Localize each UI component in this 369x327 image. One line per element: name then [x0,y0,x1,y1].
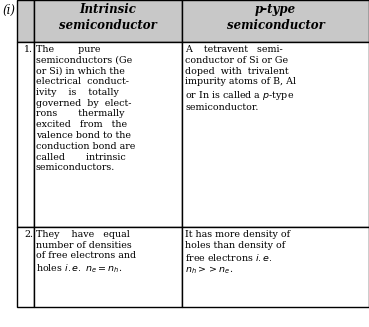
Bar [182,227,369,307]
Text: Intrinsic
semiconductor: Intrinsic semiconductor [59,3,157,32]
Bar [34,42,182,227]
Bar [17,0,34,42]
Bar [182,42,369,227]
Text: 1.: 1. [24,45,33,54]
Bar [17,227,34,307]
Text: 2.: 2. [24,230,33,239]
Text: p-type
semiconductor: p-type semiconductor [227,3,324,32]
Text: It has more density of
holes than density of
free electrons $i.e.$
$n_h >> n_e$.: It has more density of holes than densit… [185,230,290,277]
Bar [182,0,369,42]
Text: (i): (i) [2,4,15,17]
Bar [34,227,182,307]
Text: They    have   equal
number of densities
of free electrons and
holes $i.e.$ $n_e: They have equal number of densities of f… [36,230,136,275]
Bar [17,42,34,227]
Bar [34,0,182,42]
Text: The        pure
semiconductors (Ge
or Si) in which the
electrical  conduct-
ivit: The pure semiconductors (Ge or Si) in wh… [36,45,135,172]
Text: A    tetravent   semi-
conductor of Si or Ge
doped  with  trivalent
impurity ato: A tetravent semi- conductor of Si or Ge … [185,45,296,112]
